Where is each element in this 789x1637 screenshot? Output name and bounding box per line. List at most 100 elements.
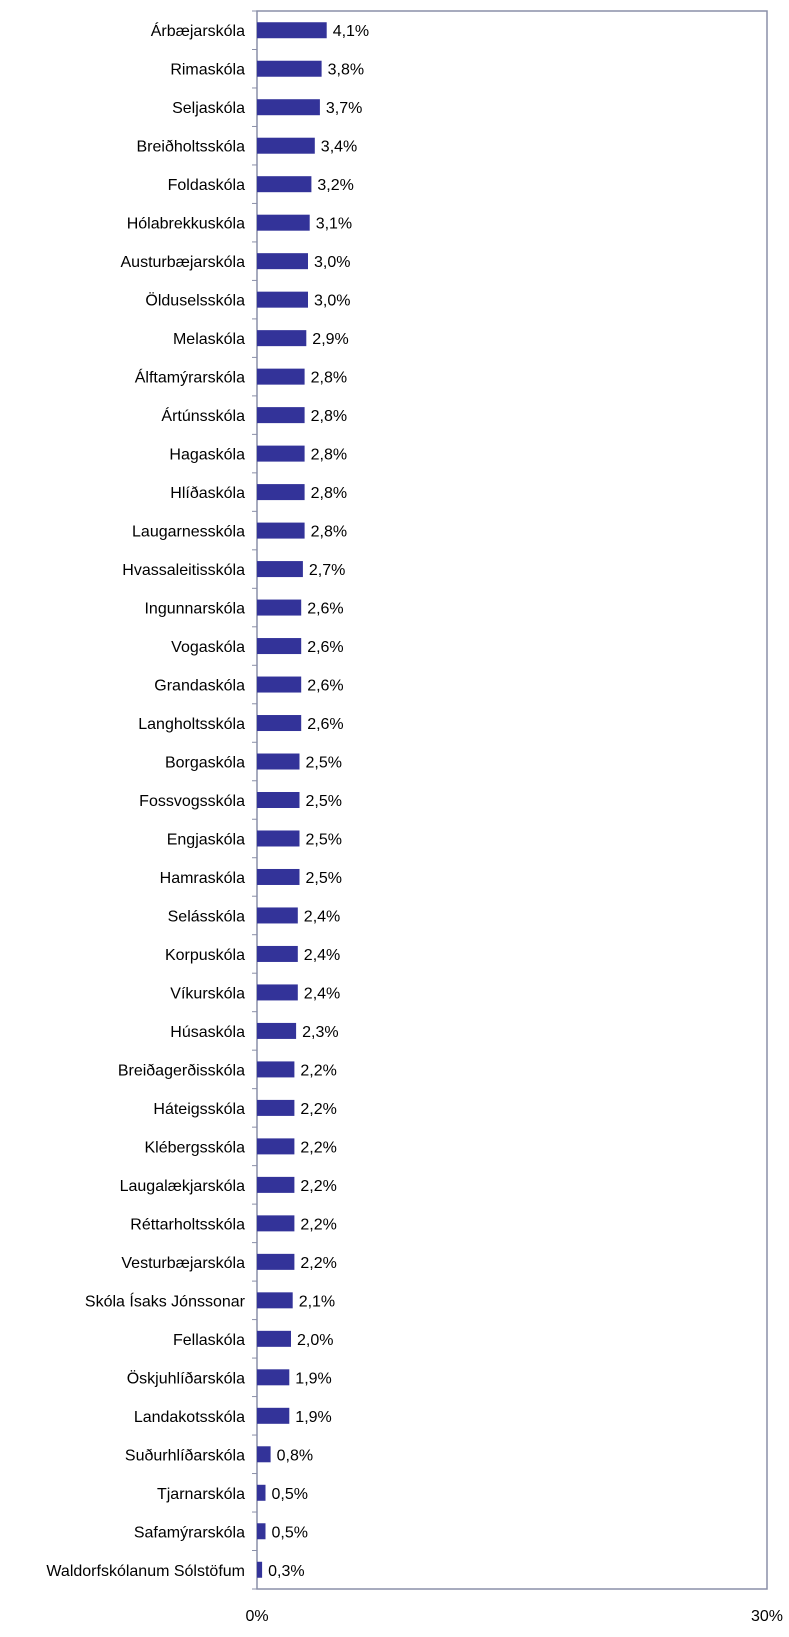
bar [257,1523,266,1540]
bar [257,484,305,501]
data-label: 3,2% [317,177,353,194]
bar [257,561,303,578]
category-label: Breiðholtsskóla [137,139,246,156]
category-label: Ártúnsskóla [161,406,245,425]
category-label: Laugalækjarskóla [120,1178,246,1195]
data-label: 3,4% [321,139,357,156]
bar [257,22,327,39]
bar [257,638,302,655]
category-label: Klébergsskóla [145,1139,246,1156]
category-label: Rimaskóla [170,62,245,79]
category-label: Tjarnarskóla [157,1486,245,1503]
data-label: 2,0% [297,1332,333,1349]
data-label: 2,3% [302,1024,338,1041]
bar [257,1176,295,1193]
bar [257,1022,297,1039]
category-label: Árbæjarskóla [151,21,245,40]
data-label: 2,1% [299,1293,335,1310]
bar [257,984,298,1001]
bar [257,830,300,847]
bar [257,753,300,770]
data-label: 3,8% [328,62,364,79]
bar [257,599,302,616]
x-tick-label: 0% [245,1608,268,1625]
data-label: 2,9% [312,331,348,348]
data-label: 3,0% [314,293,350,310]
category-label: Suðurhlíðarskóla [125,1447,245,1464]
category-label: Foldaskóla [168,177,245,194]
category-label: Ölduselsskóla [145,292,245,310]
category-label: Safamýrarskóla [134,1524,245,1541]
bar [257,1369,290,1386]
category-label: Skóla Ísaks Jónssonar [85,1291,246,1310]
category-label: Borgaskóla [165,755,245,772]
bar [257,522,305,539]
bar [257,214,310,231]
bar [257,1292,293,1309]
data-label: 3,7% [326,100,362,117]
bar [257,253,308,270]
bar [257,445,305,462]
bar [257,868,300,885]
data-label: 2,8% [311,447,347,464]
category-label: Hamraskóla [160,870,245,887]
bar [257,291,308,308]
data-label: 3,1% [316,216,352,233]
category-label: Melaskóla [173,331,245,348]
category-label: Hagaskóla [169,447,245,464]
category-label: Engjaskóla [167,831,245,848]
category-label: Hvassaleitisskóla [122,562,245,579]
bar [257,99,320,116]
bar [257,176,312,193]
data-label: 0,3% [268,1563,304,1580]
data-label: 2,5% [306,793,342,810]
plot-area-border [256,10,768,1590]
data-label: 2,5% [306,870,342,887]
category-label: Hlíðaskóla [170,485,245,502]
category-label: Fossvogsskóla [139,793,245,810]
data-label: 0,5% [272,1486,308,1503]
data-label: 2,4% [304,947,340,964]
category-label: Hólabrekkuskóla [127,216,245,233]
category-label: Fellaskóla [173,1332,245,1349]
data-label: 2,6% [307,678,343,695]
bar [257,715,302,732]
data-label: 2,6% [307,639,343,656]
data-label: 2,8% [311,370,347,387]
category-label: Víkurskóla [170,985,245,1002]
category-label: Selásskóla [168,908,245,925]
x-tick-label: 30% [751,1608,783,1625]
bar [257,907,298,924]
bar [257,1253,295,1270]
bar [257,945,298,962]
category-label: Seljaskóla [172,100,245,117]
data-label: 2,2% [300,1216,336,1233]
bar [257,792,300,808]
data-label: 1,9% [295,1370,331,1387]
data-label: 2,6% [307,716,343,733]
category-label: Ingunnarskóla [144,601,245,618]
data-label: 2,4% [304,985,340,1002]
data-label: 2,6% [307,601,343,618]
bar [257,1099,295,1116]
data-label: 2,7% [309,562,345,579]
category-label: Öskjuhlíðarskóla [127,1369,245,1387]
category-label: Laugarnesskóla [132,524,245,541]
data-label: 2,8% [311,408,347,425]
bar [257,1138,295,1155]
data-label: 2,5% [306,755,342,772]
bar [257,1330,291,1347]
data-label: 2,2% [300,1062,336,1079]
category-label: Vogaskóla [171,639,245,656]
data-label: 2,2% [300,1178,336,1195]
category-label: Réttarholtsskóla [130,1216,245,1233]
bar [257,407,305,424]
data-label: 0,8% [277,1447,313,1464]
category-label: Grandaskóla [154,678,245,695]
category-label: Waldorfskólanum Sólstöfum [46,1563,245,1580]
category-label: Húsaskóla [170,1024,245,1041]
data-label: 2,2% [300,1139,336,1156]
bar [257,1446,271,1463]
data-label: 2,8% [311,524,347,541]
